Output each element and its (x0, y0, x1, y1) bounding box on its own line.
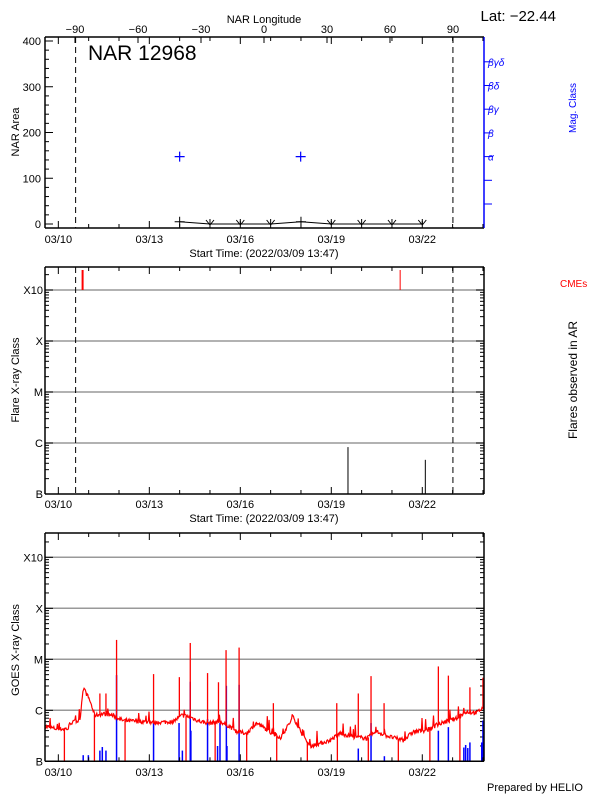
class-tick-label: M (34, 654, 43, 666)
area-point (266, 219, 276, 226)
date-tick-label: 03/16 (227, 499, 255, 511)
mag-class-tick-label: β (487, 129, 494, 140)
date-tick-label: 03/19 (318, 767, 346, 779)
y-axis-title: Flare X-ray Class (10, 337, 22, 422)
mag-class-point (174, 151, 185, 162)
class-tick-label: C (35, 705, 43, 717)
mag-class-tick-label: βγδ (487, 58, 505, 69)
right-axis-title: Flares observed in AR (566, 321, 580, 439)
nar-area-panel: 03/10 03/13 03/16 03/19 03/22 Start Time: (20… (10, 14, 579, 260)
goes-long-line (44, 687, 485, 750)
area-tick-label: 300 (23, 82, 41, 94)
class-tick-label: X10 (23, 285, 43, 297)
date-tick-label: 03/22 (409, 499, 437, 511)
top-axis-title: NAR Longitude (227, 14, 302, 26)
date-tick-label: 03/13 (136, 767, 164, 779)
mag-class-point (295, 151, 306, 162)
area-tick-label: 100 (23, 173, 41, 185)
latitude-label: Lat: −22.44 (481, 8, 556, 25)
y-axis-title: GOES X-ray Class (10, 604, 22, 696)
cme-legend-label: CMEs (560, 279, 587, 290)
longitude-tick-label: 30 (321, 24, 333, 36)
date-tick-label: 03/22 (409, 767, 437, 779)
right-axis-title: Mag. Class (568, 83, 579, 133)
mag-class-tick-label: βγ (487, 105, 500, 116)
date-tick-label: 03/10 (45, 234, 73, 246)
longitude-tick-label: 60 (384, 24, 396, 36)
longitude-tick-label: 0 (261, 24, 267, 36)
longitude-tick-label: −30 (192, 24, 211, 36)
area-tick-label: 400 (23, 36, 41, 48)
longitude-tick-label: −60 (129, 24, 148, 36)
longitude-tick-label: −90 (66, 24, 85, 36)
date-tick-label: 03/13 (136, 499, 164, 511)
area-point (205, 219, 215, 226)
y-axis-title: NAR Area (10, 107, 22, 157)
longitude-tick-label: 90 (447, 24, 459, 36)
date-tick-label: 03/10 (45, 767, 73, 779)
flare-class-panel: B C M X X10 03/10 03/13 03/16 03/19 03/22 Start Ti… (10, 266, 587, 525)
mag-class-tick-label: βδ (487, 82, 500, 93)
area-point (235, 219, 245, 226)
class-tick-label: X (36, 336, 44, 348)
class-tick-label: X (36, 603, 44, 615)
area-point (326, 219, 336, 226)
date-tick-label: 03/10 (45, 499, 73, 511)
area-point (357, 219, 367, 226)
class-tick-label: M (34, 387, 43, 399)
class-tick-label: X10 (23, 552, 43, 564)
area-point (295, 216, 306, 227)
date-tick-label: 03/16 (227, 767, 255, 779)
date-tick-label: 03/19 (318, 234, 346, 246)
area-point (417, 219, 427, 226)
footer-credit: Prepared by HELIO (487, 782, 583, 794)
area-point (174, 216, 185, 227)
start-time-label: Start Time: (2022/03/09 13:47) (189, 248, 338, 260)
region-title: NAR 12968 (88, 42, 197, 65)
mag-class-tick-label: α (488, 153, 494, 164)
date-tick-label: 03/16 (227, 234, 255, 246)
class-tick-label: B (36, 489, 43, 501)
area-tick-label: 200 (23, 128, 41, 140)
class-tick-label: B (36, 756, 43, 768)
start-time-label: Start Time: (2022/03/09 13:47) (189, 513, 338, 525)
goes-xray-panel: B C M X X10 GOES X-ray Class 03/10 03/13 03/16 03… (10, 532, 485, 779)
area-point (387, 219, 397, 226)
area-tick-label: 0 (35, 219, 41, 231)
date-tick-label: 03/22 (409, 234, 437, 246)
date-tick-label: 03/19 (318, 499, 346, 511)
date-tick-label: 03/13 (136, 234, 164, 246)
class-tick-label: C (35, 438, 43, 450)
